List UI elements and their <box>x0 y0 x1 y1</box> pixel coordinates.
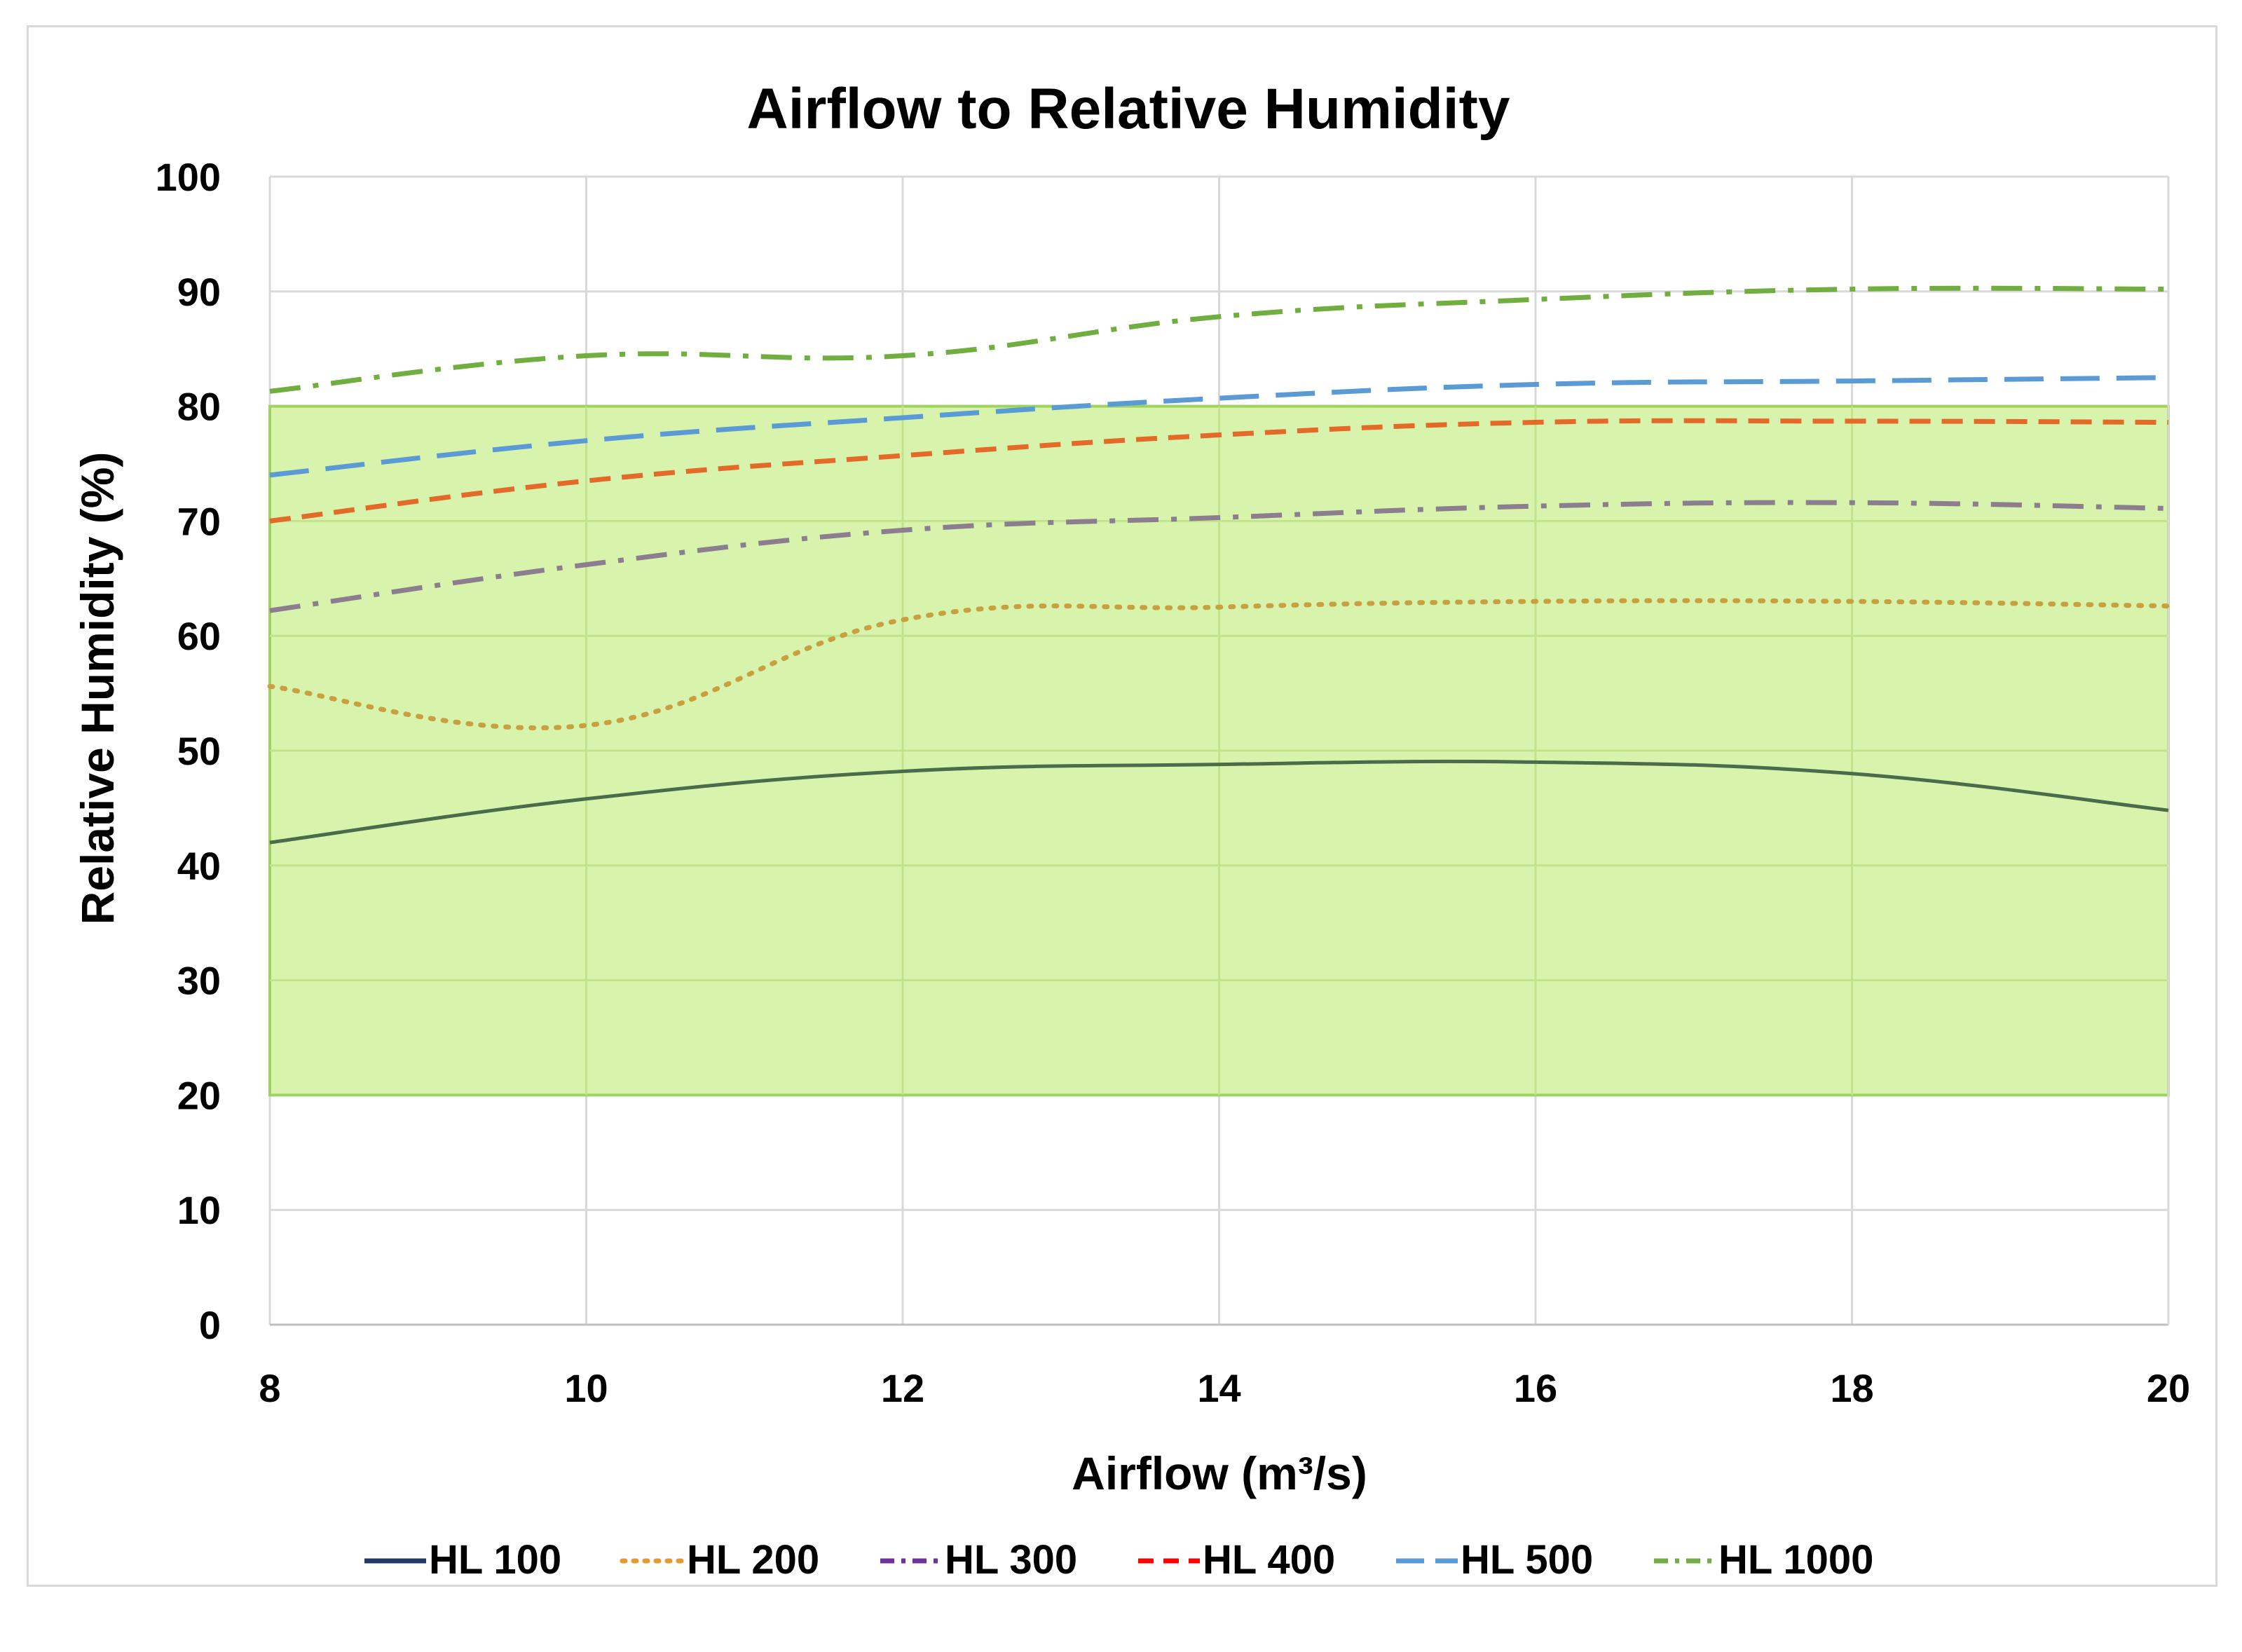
y-tick-label: 100 <box>156 155 221 199</box>
legend-label-hl-300: HL 300 <box>945 1537 1077 1583</box>
plot-area: 0 10 20 30 40 50 60 70 80 90 100 8 10 12 14 16 18 20 <box>156 155 2191 1410</box>
series-line-hl-1000 <box>269 285 2169 394</box>
series-line-hl-300 <box>269 500 2169 613</box>
series-line-hl-400 <box>269 418 2169 524</box>
x-tick-label: 18 <box>1830 1366 1873 1410</box>
x-tick-label: 10 <box>564 1366 608 1410</box>
y-tick-label: 10 <box>177 1188 221 1232</box>
y-tick-label: 70 <box>177 499 221 543</box>
legend: HL 100 HL 200 HL 300 HL 400 HL 500 HL 1000 <box>364 1537 1873 1583</box>
series-line-hl-200 <box>267 598 2171 730</box>
y-tick-label: 0 <box>199 1303 221 1347</box>
y-tick-label: 60 <box>177 614 221 658</box>
legend-label-hl-200: HL 200 <box>687 1537 819 1583</box>
x-tick-label: 20 <box>2147 1366 2190 1410</box>
series-line-hl-500 <box>269 375 2169 478</box>
x-tick-label: 8 <box>259 1366 280 1410</box>
y-tick-label: 90 <box>177 270 221 314</box>
x-tick-label: 16 <box>1514 1366 1557 1410</box>
x-tick-label: 12 <box>881 1366 924 1410</box>
legend-label-hl-400: HL 400 <box>1203 1537 1335 1583</box>
y-tick-label: 30 <box>177 959 221 1003</box>
legend-label-hl-100: HL 100 <box>429 1537 561 1583</box>
y-tick-label: 50 <box>177 729 221 773</box>
series-line-hl-100 <box>269 759 2169 845</box>
y-tick-label: 40 <box>177 844 221 888</box>
y-tick-label: 20 <box>177 1073 221 1117</box>
legend-label-hl-1000: HL 1000 <box>1718 1537 1873 1583</box>
y-tick-label: 80 <box>177 385 221 429</box>
legend-label-hl-500: HL 500 <box>1461 1537 1593 1583</box>
x-tick-label: 14 <box>1197 1366 1240 1410</box>
chart-title: Airflow to Relative Humidity <box>747 77 1510 141</box>
x-axis-title: Airflow (m³/s) <box>1072 1447 1367 1499</box>
y-axis-title: Relative Humidity (%) <box>71 452 123 925</box>
